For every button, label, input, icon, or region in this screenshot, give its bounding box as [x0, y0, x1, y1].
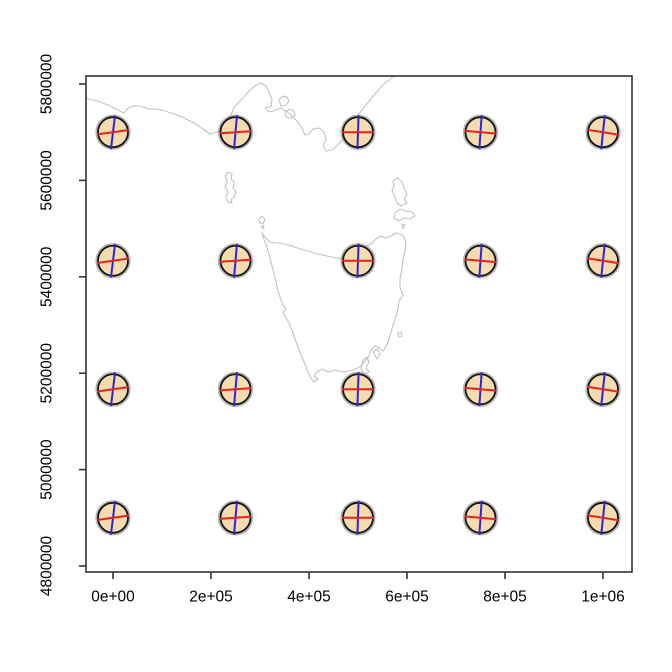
- glyph-halo-circle: [95, 114, 131, 150]
- coastline-clarke-islet: [401, 223, 406, 230]
- glyph-parallel-line-red: [97, 386, 129, 393]
- coastline-promontory-islet-1: [278, 95, 290, 107]
- axis-layer: 0e+00 2e+05 4e+05 6e+05 8e+05 1e+06 5800000 560…: [39, 53, 633, 606]
- glyph-parallel-line-red: [219, 387, 252, 392]
- tissot-glyph: [217, 114, 254, 150]
- glyph-halo-circle: [217, 243, 254, 279]
- coastline-hunter-islet-1: [258, 215, 266, 225]
- glyph-parallel-line-red: [219, 258, 252, 263]
- glyph-layer: [95, 114, 621, 536]
- tissot-glyph: [340, 371, 376, 407]
- glyph-halo-circle: [462, 500, 499, 536]
- y-tick-label: 4800000: [39, 535, 56, 596]
- glyph-parallel-line-red: [464, 386, 497, 392]
- coastline-bruny-island: [360, 356, 370, 375]
- glyph-halo-circle: [462, 114, 499, 150]
- coastline-tasman-islet: [372, 348, 381, 360]
- glyph-parallel-line-red: [464, 129, 497, 135]
- glyph-halo-circle: [585, 371, 621, 407]
- tissot-glyph: [340, 500, 376, 536]
- glyph-parallel-line-red: [464, 258, 497, 264]
- tissot-glyph: [585, 114, 621, 150]
- glyph-parallel-line-red: [97, 514, 129, 522]
- x-tick-label: 8e+05: [483, 589, 527, 606]
- tissot-glyph: [462, 371, 499, 407]
- coastline-hunter-islet-2: [260, 225, 265, 230]
- tissot-glyph: [462, 243, 499, 279]
- glyph-halo-circle: [95, 243, 131, 279]
- tissot-glyph: [95, 243, 131, 279]
- glyph-parallel-line-red: [219, 130, 252, 135]
- coastline-flinders-island: [391, 177, 408, 207]
- x-tick-label: 0e+00: [91, 589, 135, 606]
- coastline-king-island: [224, 171, 237, 204]
- coastline-cape-barren-island: [393, 208, 416, 222]
- glyph-parallel-line-red: [97, 257, 129, 264]
- glyph-parallel-line-red: [587, 257, 619, 265]
- glyph-halo-circle: [95, 500, 131, 536]
- y-tick-label: 5800000: [39, 53, 56, 114]
- coastline-promontory-islet-2: [284, 108, 296, 119]
- glyph-parallel-line-red: [464, 515, 497, 521]
- coastline-tasmania-main-island: [261, 231, 407, 383]
- coastline-maria-islet: [397, 331, 403, 338]
- y-tick-label: 5400000: [39, 246, 56, 307]
- tissot-glyph: [585, 500, 621, 536]
- glyph-halo-circle: [462, 371, 499, 407]
- x-tick-label: 6e+05: [385, 589, 429, 606]
- glyph-parallel-line-red: [587, 514, 619, 522]
- tissot-glyph: [217, 243, 254, 279]
- tissot-glyph: [585, 243, 621, 279]
- plot-box: [85, 75, 633, 573]
- y-tick-label: 5600000: [39, 150, 56, 211]
- glyph-parallel-line-red: [219, 515, 252, 520]
- tissot-glyph: [340, 243, 376, 279]
- tissot-glyph: [217, 371, 254, 407]
- tissot-glyph: [462, 114, 499, 150]
- tissot-glyph: [585, 371, 621, 407]
- glyph-halo-circle: [585, 243, 621, 279]
- glyph-halo-circle: [217, 500, 254, 536]
- tissot-glyph: [95, 114, 131, 150]
- tissot-glyph: [462, 500, 499, 536]
- glyph-halo-circle: [462, 243, 499, 279]
- tissot-glyph: [95, 371, 131, 407]
- x-tick-label: 1e+06: [581, 589, 625, 606]
- glyph-parallel-line-red: [97, 128, 129, 136]
- coastline-mainland-australia-coast: [85, 75, 395, 152]
- glyph-halo-circle: [585, 500, 621, 536]
- glyph-parallel-line-red: [587, 385, 619, 393]
- glyph-halo-circle: [95, 371, 131, 407]
- tissot-glyph: [340, 114, 376, 150]
- y-tick-label: 5200000: [39, 343, 56, 404]
- glyph-halo-circle: [217, 114, 254, 150]
- x-tick-label: 2e+05: [189, 589, 233, 606]
- y-tick-label: 5000000: [39, 439, 56, 500]
- x-tick-label: 4e+05: [287, 589, 331, 606]
- glyph-halo-circle: [585, 114, 621, 150]
- tissot-glyph: [95, 500, 131, 536]
- glyph-parallel-line-red: [587, 128, 619, 136]
- tissot-glyph: [217, 500, 254, 536]
- glyph-halo-circle: [217, 371, 254, 407]
